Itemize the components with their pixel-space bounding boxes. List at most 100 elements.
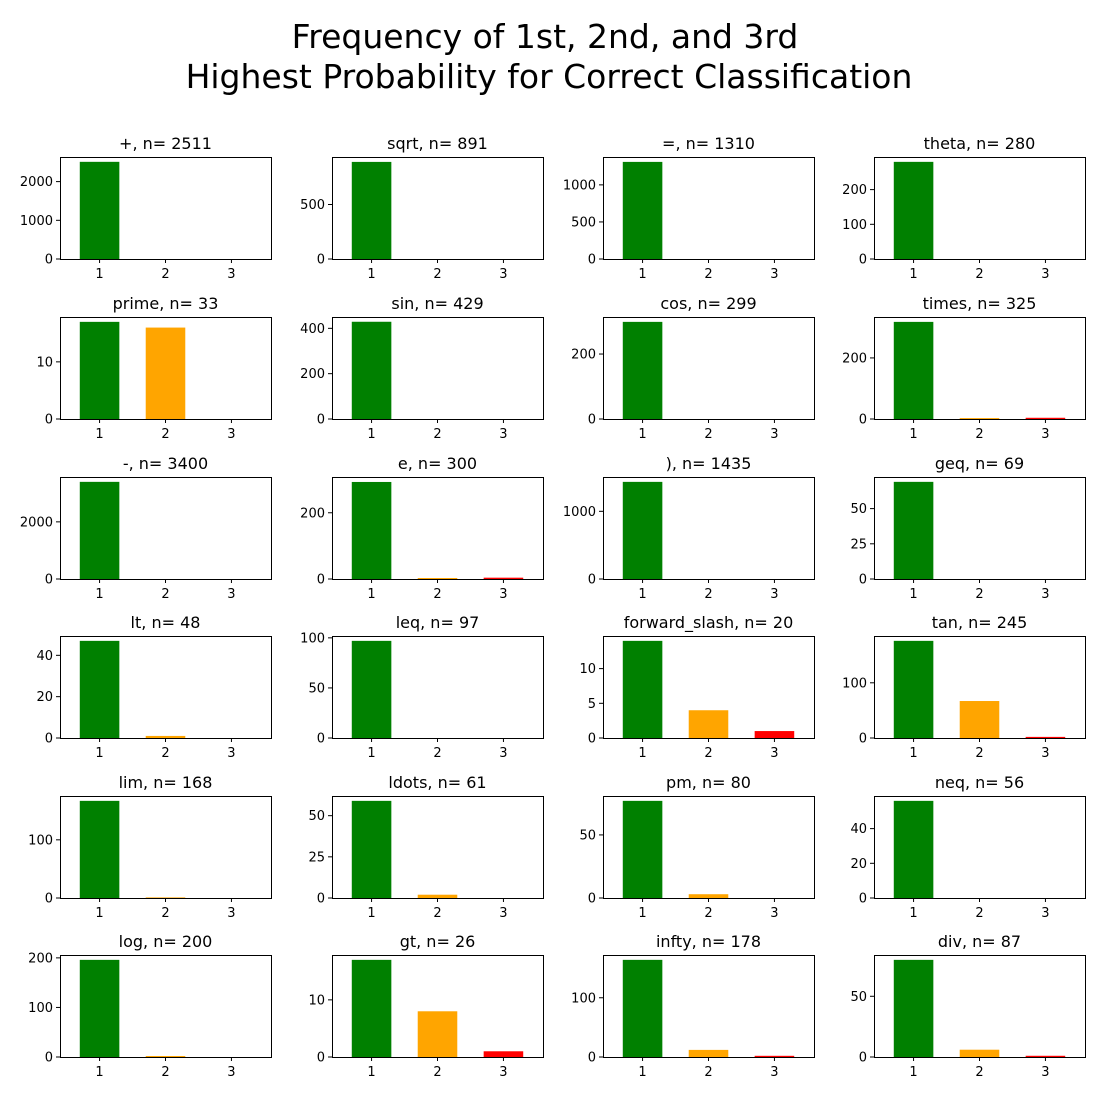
x-tick-label: 2 [433, 746, 441, 761]
bar-rank-2 [145, 897, 186, 898]
subplot: infty, n= 178 1 2 3 0 100 [571, 932, 815, 1080]
x-tick-label: 1 [909, 1065, 917, 1080]
subplot-title: div, n= 87 [938, 932, 1021, 951]
bar-rank-1 [79, 481, 120, 579]
y-tick-label: 2000 [20, 175, 53, 190]
subplot-title: lt, n= 48 [131, 613, 201, 632]
subplot-title: cos, n= 299 [660, 294, 756, 313]
x-tick-label: 1 [638, 1065, 646, 1080]
subplot-title: lim, n= 168 [119, 773, 213, 792]
y-tick-label: 0 [317, 573, 325, 588]
subplot: pm, n= 80 1 2 3 0 50 [579, 773, 815, 921]
subplot-title: ), n= 1435 [666, 454, 752, 473]
bar-rank-2 [688, 894, 729, 898]
x-tick-label: 3 [499, 746, 507, 761]
subplot: leq, n= 97 1 2 3 0 50 100 [300, 613, 544, 761]
y-tick-label: 1000 [563, 505, 596, 520]
x-tick-label: 2 [161, 1065, 169, 1080]
y-tick-label: 10 [36, 355, 53, 370]
x-tick-label: 2 [975, 267, 983, 282]
y-tick-label: 500 [571, 215, 596, 230]
x-tick-label: 3 [499, 906, 507, 921]
y-tick-label: 200 [571, 348, 596, 363]
subplot: div, n= 87 1 2 3 0 50 [850, 932, 1086, 1080]
x-tick-label: 3 [1041, 587, 1049, 602]
bar-rank-1 [351, 321, 392, 419]
x-tick-label: 2 [161, 267, 169, 282]
x-tick-label: 3 [770, 746, 778, 761]
bar-rank-1 [622, 321, 663, 419]
x-tick-label: 1 [638, 427, 646, 442]
bar-rank-3 [483, 1051, 524, 1057]
x-tick-label: 1 [95, 267, 103, 282]
bar-rank-1 [622, 640, 663, 738]
y-tick-label: 200 [300, 367, 325, 382]
y-tick-label: 0 [859, 573, 867, 588]
x-tick-label: 3 [227, 587, 235, 602]
x-tick-label: 2 [704, 267, 712, 282]
bar-rank-1 [893, 161, 934, 259]
bar-rank-2 [145, 1056, 186, 1057]
x-tick-label: 2 [704, 427, 712, 442]
bar-rank-3 [1025, 736, 1066, 738]
x-tick-label: 3 [1041, 267, 1049, 282]
x-tick-label: 2 [975, 427, 983, 442]
subplot: log, n= 200 1 2 3 0 100 200 [28, 932, 272, 1080]
bar-rank-1 [622, 481, 663, 579]
subplot-title: leq, n= 97 [396, 613, 480, 632]
x-tick-label: 2 [704, 587, 712, 602]
x-tick-label: 2 [704, 1065, 712, 1080]
subplot-title: sin, n= 429 [391, 294, 483, 313]
subplot-title: e, n= 300 [398, 454, 477, 473]
y-tick-label: 10 [308, 993, 325, 1008]
subplot: forward_slash, n= 20 1 2 3 0 5 10 [579, 613, 815, 761]
y-tick-label: 100 [300, 631, 325, 646]
y-tick-label: 0 [317, 1051, 325, 1066]
x-tick-label: 3 [499, 427, 507, 442]
bar-rank-3 [483, 577, 524, 579]
bar-rank-1 [622, 161, 663, 259]
subplot: tan, n= 245 1 2 3 0 100 [842, 613, 1086, 761]
subplot: sin, n= 429 1 2 3 0 200 400 [300, 294, 544, 442]
bar-rank-1 [893, 959, 934, 1057]
bar-rank-2 [145, 327, 186, 419]
x-tick-label: 3 [499, 1065, 507, 1080]
y-tick-label: 5 [588, 697, 596, 712]
y-tick-label: 0 [588, 413, 596, 428]
y-tick-label: 100 [842, 676, 867, 691]
subplot: neq, n= 56 1 2 3 0 20 40 [850, 773, 1086, 921]
subplot: e, n= 300 1 2 3 0 200 [300, 454, 544, 602]
x-tick-label: 1 [367, 746, 375, 761]
bar-rank-3 [754, 1055, 795, 1057]
y-tick-label: 2000 [20, 515, 53, 530]
y-tick-label: 20 [850, 857, 867, 872]
y-tick-label: 200 [842, 351, 867, 366]
y-tick-label: 0 [859, 253, 867, 268]
x-tick-label: 2 [975, 587, 983, 602]
x-tick-label: 3 [770, 587, 778, 602]
x-tick-label: 2 [704, 746, 712, 761]
x-tick-label: 2 [161, 587, 169, 602]
bar-rank-1 [351, 640, 392, 738]
subplot: gt, n= 26 1 2 3 0 10 [308, 932, 544, 1080]
subplot: sqrt, n= 891 1 2 3 0 500 [300, 134, 544, 282]
subplot-title: theta, n= 280 [924, 134, 1036, 153]
y-tick-label: 10 [579, 662, 596, 677]
x-tick-label: 3 [770, 427, 778, 442]
subplot: =, n= 1310 1 2 3 0 500 1000 [563, 134, 815, 282]
subplot: cos, n= 299 1 2 3 0 200 [571, 294, 815, 442]
subplot-title: -, n= 3400 [123, 454, 208, 473]
x-tick-label: 1 [909, 906, 917, 921]
y-tick-label: 0 [317, 732, 325, 747]
subplot-title: times, n= 325 [923, 294, 1037, 313]
bar-rank-1 [351, 161, 392, 259]
subplot: geq, n= 69 1 2 3 0 25 50 [850, 454, 1086, 602]
x-tick-label: 1 [367, 906, 375, 921]
x-tick-label: 3 [227, 746, 235, 761]
bar-rank-2 [145, 735, 186, 738]
x-tick-label: 2 [433, 587, 441, 602]
x-tick-label: 1 [95, 1065, 103, 1080]
y-tick-label: 0 [588, 732, 596, 747]
y-tick-label: 50 [308, 681, 325, 696]
